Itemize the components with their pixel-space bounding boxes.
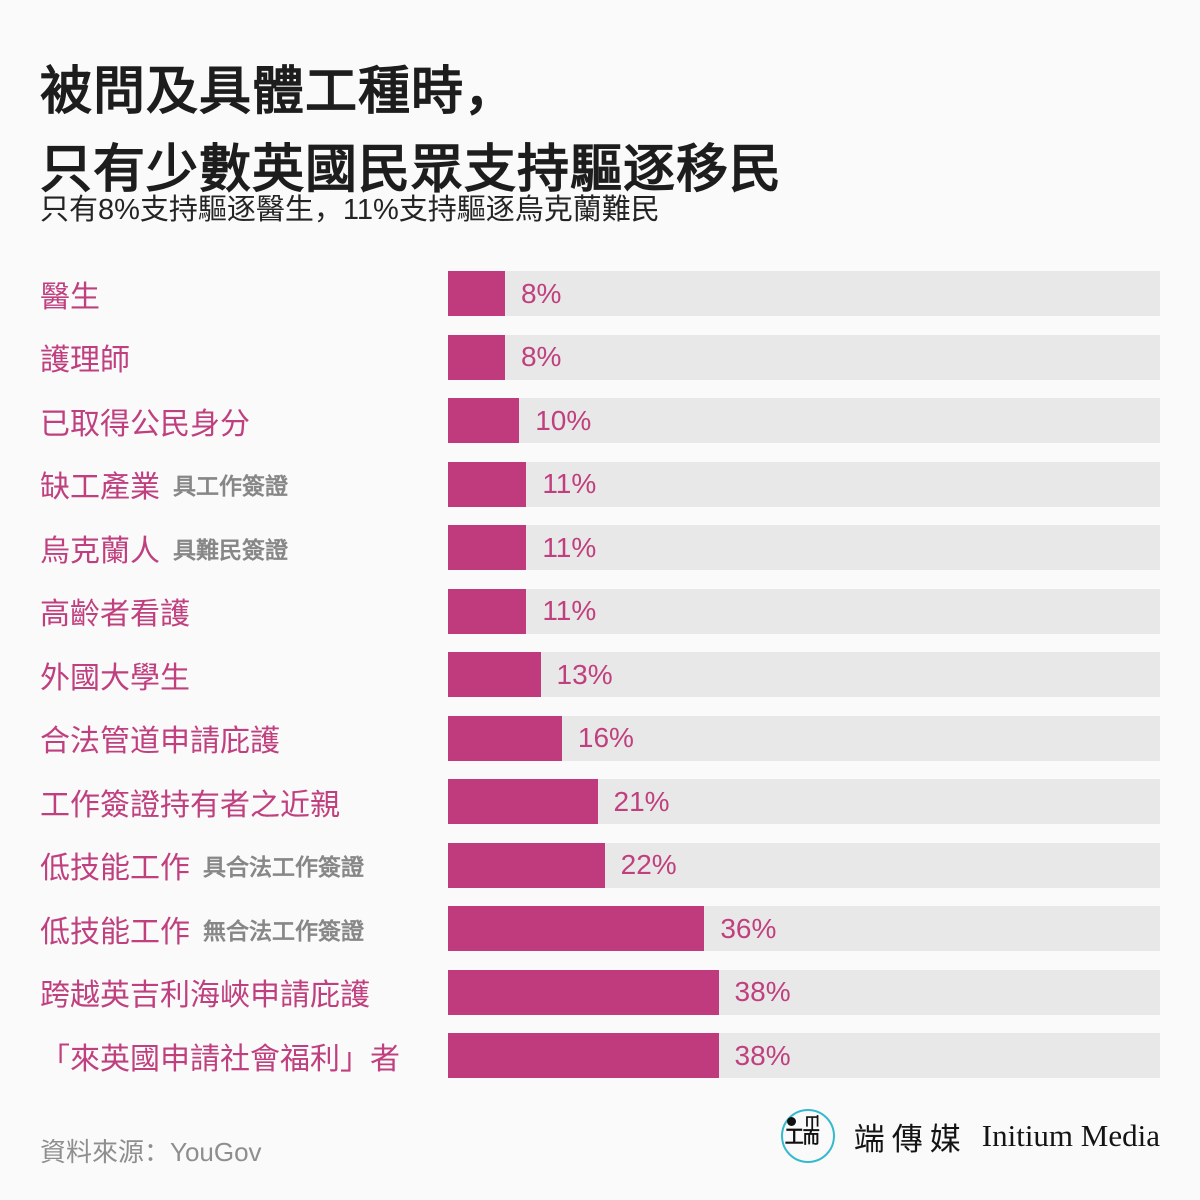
brand-footer: 工 山 而 端傳媒 Initium Media	[778, 1106, 1160, 1166]
page-title-line1: 被問及具體工種時，	[40, 62, 518, 121]
row-label-group: 烏克蘭人 具難民簽證	[40, 525, 448, 570]
row-label: 低技能工作	[40, 915, 190, 949]
chart-subtitle: 只有8%支持驅逐醫生，11%支持驅逐烏克蘭難民	[40, 194, 660, 226]
bar-value-label: 16%	[577, 722, 634, 753]
chart-row: 烏克蘭人 具難民簽證 11%	[40, 525, 1160, 570]
row-label: 缺工產業	[40, 471, 160, 504]
bar-track: 8%	[448, 334, 1160, 380]
chart-row: 合法管道申請庇護 16%	[40, 715, 1160, 761]
initium-logo-icon: 工 山 而	[778, 1106, 838, 1166]
bar	[448, 842, 605, 888]
chart-row: 跨越英吉利海峽申請庇護 38%	[40, 969, 1160, 1015]
row-label-group: 外國大學生	[40, 652, 448, 697]
bar-track: 11%	[448, 525, 1160, 570]
chart-row: 低技能工作 具合法工作簽證 22%	[40, 842, 1160, 888]
row-label: 已取得公民身分	[40, 407, 250, 441]
bar	[448, 334, 505, 380]
bar	[448, 652, 541, 697]
data-source: 資料來源：YouGov	[40, 1137, 262, 1167]
bar-value-label: 21%	[613, 785, 670, 817]
bar-value-label: 38%	[734, 1039, 791, 1071]
row-label-group: 缺工產業 具工作簽證	[40, 462, 448, 507]
bar-chart: 醫生 8% 護理師 8% 已取得公民身分 10% 缺工產業 具工作簽證	[40, 271, 1160, 1078]
brand-name-chinese: 端傳媒	[853, 1121, 968, 1157]
row-label-group: 護理師	[40, 335, 448, 380]
row-label: 跨越英吉利海峽申請庇護	[40, 979, 370, 1012]
chart-row: 醫生 8%	[40, 271, 1160, 316]
row-sublabel: 無合法工作簽證	[203, 917, 364, 944]
row-label: 工作簽證持有者之近親	[40, 788, 340, 822]
brand-name-english: Initium Media	[981, 1118, 1160, 1153]
chart-row: 護理師 8%	[40, 334, 1160, 380]
row-label-group: 低技能工作 具合法工作簽證	[40, 843, 448, 888]
bar-track: 21%	[448, 779, 1160, 824]
chart-row: 「來英國申請社會福利」者 38%	[40, 1033, 1160, 1078]
row-label-group: 合法管道申請庇護	[40, 716, 448, 761]
bar-track: 38%	[448, 1033, 1160, 1078]
bar-track: 10%	[448, 398, 1160, 443]
bar-value-label: 22%	[620, 849, 677, 880]
logo-glyph-bottom: 而	[802, 1128, 820, 1147]
bar-track: 22%	[448, 842, 1160, 888]
chart-row: 缺工產業 具工作簽證 11%	[40, 461, 1160, 507]
bar	[448, 1033, 719, 1078]
bar-value-label: 11%	[542, 531, 597, 563]
row-label: 烏克蘭人	[40, 534, 160, 568]
bar	[448, 271, 505, 316]
bar	[448, 779, 598, 824]
page-title: 被問及具體工種時， 只有少數英國民眾支持驅逐移民	[40, 53, 782, 209]
row-label: 合法管道申請庇護	[40, 725, 280, 758]
bar	[448, 906, 705, 951]
chart-row: 工作簽證持有者之近親 21%	[40, 779, 1160, 824]
row-sublabel: 具工作簽證	[173, 473, 288, 499]
page-title-line2: 只有少數英國民眾支持驅逐移民	[40, 140, 783, 199]
bar-value-label: 36%	[720, 912, 777, 944]
chart-row: 低技能工作 無合法工作簽證 36%	[40, 906, 1160, 951]
bar	[448, 525, 527, 570]
chart-row: 外國大學生 13%	[40, 652, 1160, 697]
bar-value-label: 10%	[535, 404, 592, 436]
bar-track: 8%	[448, 271, 1160, 316]
row-label: 外國大學生	[40, 661, 190, 695]
logo-dot	[786, 1117, 796, 1126]
bar-value-label: 8%	[520, 341, 562, 372]
bar-value-label: 8%	[520, 277, 562, 309]
chart-row: 已取得公民身分 10%	[40, 398, 1160, 443]
bar	[448, 398, 520, 443]
row-label-group: 高齡者看護	[40, 589, 448, 634]
bar-track: 16%	[448, 715, 1160, 761]
bar-value-label: 13%	[556, 658, 613, 690]
bar-track: 38%	[448, 969, 1160, 1015]
bar-track: 11%	[448, 461, 1160, 507]
row-label-group: 低技能工作 無合法工作簽證	[40, 906, 448, 951]
row-label: 低技能工作	[40, 852, 190, 885]
row-sublabel: 具合法工作簽證	[203, 854, 364, 880]
bar-value-label: 11%	[542, 595, 597, 626]
logo-circle	[780, 1109, 835, 1163]
row-label: 「來英國申請社會福利」者	[40, 1042, 400, 1076]
chart-row: 高齡者看護 11%	[40, 588, 1160, 634]
row-sublabel: 具難民簽證	[173, 536, 288, 563]
row-label-group: 醫生	[40, 271, 448, 316]
bar	[448, 969, 719, 1015]
row-label-group: 工作簽證持有者之近親	[40, 779, 448, 824]
row-label: 高齡者看護	[40, 598, 190, 631]
bar-track: 13%	[448, 652, 1160, 697]
row-label: 醫生	[40, 280, 100, 314]
bar-value-label: 38%	[734, 976, 791, 1007]
bar	[448, 588, 527, 634]
row-label-group: 已取得公民身分	[40, 398, 448, 443]
logo-glyph-left: 工	[784, 1127, 804, 1148]
logo-glyph-top: 山	[804, 1113, 820, 1129]
row-label-group: 「來英國申請社會福利」者	[40, 1033, 448, 1078]
bar-track: 36%	[448, 906, 1160, 951]
bar	[448, 715, 562, 761]
row-label-group: 跨越英吉利海峽申請庇護	[40, 970, 448, 1015]
row-label: 護理師	[40, 344, 130, 377]
bar-value-label: 11%	[542, 468, 597, 499]
bar-track: 11%	[448, 588, 1160, 634]
bar	[448, 461, 527, 507]
